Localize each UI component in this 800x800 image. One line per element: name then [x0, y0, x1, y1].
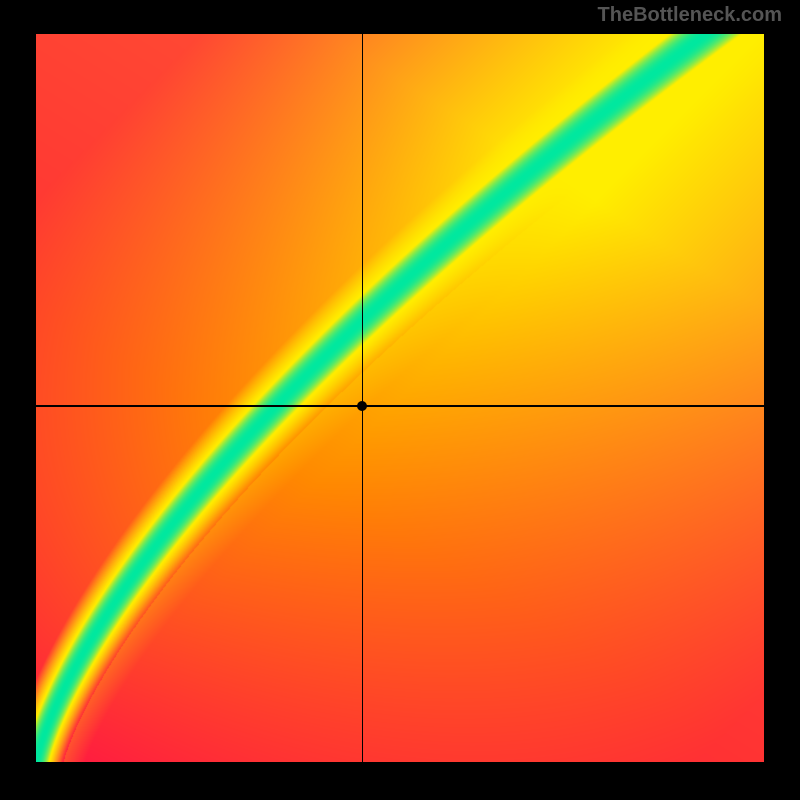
heatmap-plot-frame	[36, 34, 764, 762]
watermark-text: TheBottleneck.com	[598, 4, 782, 27]
data-point-marker	[357, 401, 367, 411]
crosshair-vertical	[362, 34, 363, 762]
heatmap-canvas	[36, 34, 764, 762]
crosshair-horizontal	[36, 405, 764, 406]
